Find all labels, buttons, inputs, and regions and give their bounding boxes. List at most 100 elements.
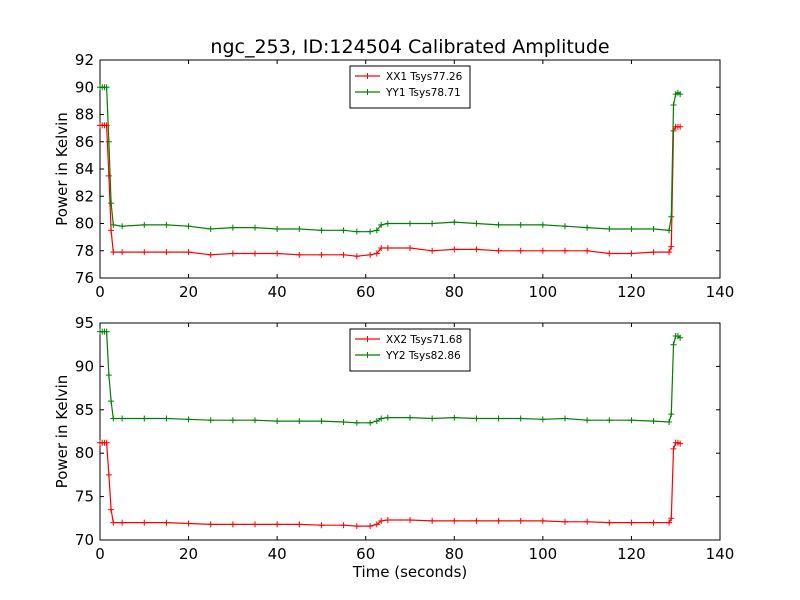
data-point xyxy=(473,220,480,227)
data-point xyxy=(650,249,657,256)
data-point xyxy=(495,415,502,422)
y-tick-label: 90 xyxy=(75,78,94,96)
data-point xyxy=(666,227,673,234)
data-point xyxy=(296,251,303,258)
data-point xyxy=(473,517,480,524)
data-point xyxy=(229,521,236,528)
data-point xyxy=(252,521,258,528)
legend-label: XX2 Tsys71.68 xyxy=(386,334,462,346)
legend-label: YY1 Tsys78.71 xyxy=(385,87,461,99)
data-point xyxy=(163,221,170,228)
data-point xyxy=(296,225,303,232)
legend-marker xyxy=(364,336,371,342)
data-point xyxy=(584,224,591,231)
x-tick-label: 0 xyxy=(95,283,105,301)
y-tick-label: 78 xyxy=(75,242,94,260)
data-point xyxy=(340,418,347,425)
data-point xyxy=(119,415,126,422)
data-point xyxy=(539,221,546,228)
data-point xyxy=(677,440,684,447)
data-point xyxy=(378,517,385,524)
data-point xyxy=(407,220,413,227)
y-tick-label: 70 xyxy=(75,531,94,549)
x-tick-label: 60 xyxy=(356,283,375,301)
x-tick-label: 0 xyxy=(95,545,105,563)
data-point xyxy=(539,517,546,524)
data-point xyxy=(185,223,192,230)
axes-frame xyxy=(99,322,721,541)
data-point xyxy=(495,221,502,228)
data-point xyxy=(108,227,115,234)
data-point xyxy=(105,138,112,145)
y-tick-label: 90 xyxy=(75,357,94,375)
data-point xyxy=(207,521,214,528)
x-tick-label: 20 xyxy=(179,545,198,563)
x-tick-label: 140 xyxy=(706,283,735,301)
data-point xyxy=(274,521,281,528)
data-point xyxy=(429,220,436,227)
data-point xyxy=(628,519,635,526)
data-point xyxy=(119,249,126,256)
y-tick-label: 80 xyxy=(75,444,94,462)
data-point xyxy=(628,417,635,424)
data-point xyxy=(670,341,677,348)
legend-marker xyxy=(364,352,371,358)
data-point xyxy=(451,219,458,226)
data-point xyxy=(378,221,385,228)
data-point xyxy=(163,249,170,256)
data-point xyxy=(429,517,436,524)
data-point xyxy=(373,250,380,257)
data-point xyxy=(628,225,635,232)
data-point xyxy=(451,246,458,253)
data-point xyxy=(384,220,391,227)
data-point xyxy=(562,247,568,254)
figure-title: ngc_253, ID:124504 Calibrated Amplitude xyxy=(210,36,609,58)
x-tick-label: 120 xyxy=(617,545,646,563)
data-point xyxy=(119,223,126,230)
data-point xyxy=(318,227,325,234)
data-point xyxy=(318,522,325,529)
data-point xyxy=(367,523,374,530)
data-point xyxy=(373,418,380,425)
data-point xyxy=(141,221,148,228)
legend-box xyxy=(349,328,471,372)
data-point xyxy=(668,411,675,418)
x-tick-label: 60 xyxy=(356,545,375,563)
data-point xyxy=(229,417,236,424)
data-point xyxy=(353,419,360,426)
data-point xyxy=(650,225,657,232)
plot-top: 0 20 40 60 80 100 120 140 76 78 80 82 84 86 88 90 92 Powe… xyxy=(53,51,734,301)
y-tick-label: 84 xyxy=(75,160,94,178)
data-point xyxy=(110,415,117,422)
data-point xyxy=(373,227,380,234)
data-point xyxy=(318,251,325,258)
data-point xyxy=(677,91,684,98)
data-point xyxy=(407,245,413,252)
data-point xyxy=(207,251,214,258)
y-tick-label: 82 xyxy=(75,187,94,205)
data-point xyxy=(384,245,391,252)
data-point xyxy=(353,228,360,235)
y-tick-label: 76 xyxy=(75,269,94,287)
legend-marker xyxy=(364,89,371,95)
data-point xyxy=(296,418,303,425)
data-point xyxy=(367,228,374,235)
data-point xyxy=(378,245,385,252)
data-point xyxy=(108,398,115,405)
data-point xyxy=(105,172,112,179)
data-point xyxy=(103,84,110,91)
x-tick-label: 20 xyxy=(179,283,198,301)
data-point xyxy=(562,415,568,422)
data-point xyxy=(110,519,117,526)
data-point xyxy=(606,417,613,424)
data-point xyxy=(274,250,281,257)
data-point xyxy=(252,250,258,257)
legend: XX1 Tsys77.26 YY1 Tsys78.71 xyxy=(349,65,471,109)
x-tick-label: 140 xyxy=(706,545,735,563)
y-tick-label: 88 xyxy=(75,106,94,124)
data-point xyxy=(274,225,281,232)
x-tick-label: 100 xyxy=(529,545,558,563)
data-point xyxy=(670,445,677,452)
data-point xyxy=(650,418,657,425)
data-point xyxy=(451,517,458,524)
